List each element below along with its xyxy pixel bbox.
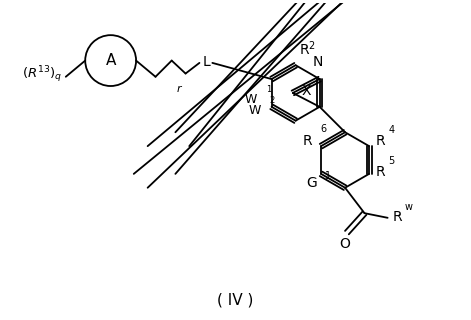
Text: R: R [392,210,402,224]
Text: 2: 2 [309,41,315,51]
Text: 4: 4 [389,125,395,135]
Text: X: X [301,84,311,98]
Text: W: W [248,104,260,117]
Text: L: L [203,55,211,69]
Text: r: r [176,84,181,94]
Text: 1: 1 [267,85,272,94]
Text: O: O [339,237,350,251]
Text: N: N [312,55,323,69]
Text: ( IV ): ( IV ) [217,292,254,307]
Text: w: w [404,202,412,212]
Text: G: G [307,176,317,190]
Text: $(R^{13})_q$: $(R^{13})_q$ [22,64,62,85]
Text: R: R [376,133,386,148]
Text: 5: 5 [389,156,395,165]
Text: R: R [376,164,386,179]
Text: R: R [303,133,313,148]
Text: 6: 6 [320,124,326,134]
Text: 2: 2 [269,96,275,105]
Text: A: A [106,53,116,68]
Text: R: R [299,43,309,57]
Text: W: W [244,93,257,106]
Text: 1: 1 [325,171,331,181]
